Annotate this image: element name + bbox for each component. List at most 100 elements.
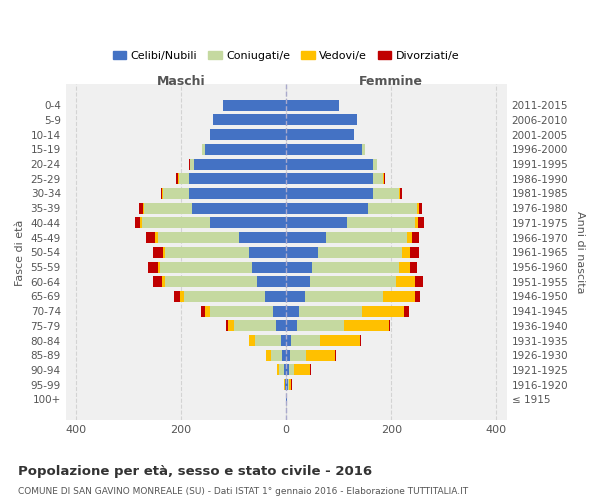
Bar <box>286 218 347 228</box>
Bar <box>286 144 362 155</box>
Bar <box>305 291 383 302</box>
Bar <box>418 218 424 228</box>
Bar <box>146 232 155 243</box>
Bar <box>257 276 286 287</box>
Y-axis label: Fasce di età: Fasce di età <box>15 219 25 286</box>
Bar <box>189 174 286 184</box>
Bar <box>200 306 205 316</box>
Bar <box>223 100 286 111</box>
Bar <box>418 202 419 213</box>
Bar <box>407 232 412 243</box>
Bar <box>148 262 158 272</box>
Bar <box>289 379 292 390</box>
Bar <box>212 114 286 126</box>
Bar <box>191 202 286 213</box>
Bar <box>286 350 290 361</box>
Bar <box>286 262 313 272</box>
Bar <box>286 232 326 243</box>
Bar <box>286 247 317 258</box>
Bar <box>189 188 286 199</box>
Bar <box>286 276 310 287</box>
Bar <box>286 306 299 316</box>
Bar <box>317 247 402 258</box>
Bar <box>285 379 286 390</box>
Bar <box>210 306 273 316</box>
Bar <box>313 262 399 272</box>
Text: Popolazione per età, sesso e stato civile - 2016: Popolazione per età, sesso e stato civil… <box>18 465 372 478</box>
Bar <box>154 247 163 258</box>
Bar <box>250 247 286 258</box>
Bar <box>265 291 286 302</box>
Bar <box>176 174 178 184</box>
Bar <box>360 335 361 346</box>
Bar <box>399 188 400 199</box>
Bar <box>166 247 250 258</box>
Bar <box>286 100 339 111</box>
Bar <box>226 320 229 332</box>
Bar <box>412 232 419 243</box>
Bar <box>419 202 422 213</box>
Bar <box>166 276 257 287</box>
Bar <box>310 276 397 287</box>
Bar <box>326 232 407 243</box>
Bar <box>400 188 402 199</box>
Bar <box>205 306 210 316</box>
Bar <box>362 306 404 316</box>
Bar <box>292 335 320 346</box>
Bar <box>384 174 385 184</box>
Bar <box>335 350 336 361</box>
Bar <box>250 335 254 346</box>
Bar <box>310 364 311 376</box>
Bar <box>286 129 355 140</box>
Bar <box>229 320 233 332</box>
Bar <box>179 291 184 302</box>
Bar <box>273 306 286 316</box>
Bar <box>162 276 166 287</box>
Bar <box>266 350 271 361</box>
Bar <box>415 218 418 228</box>
Bar <box>153 276 162 287</box>
Bar <box>184 291 265 302</box>
Bar <box>373 188 399 199</box>
Bar <box>155 232 158 243</box>
Bar <box>145 202 191 213</box>
Bar <box>160 262 252 272</box>
Bar <box>286 174 373 184</box>
Bar <box>286 320 296 332</box>
Bar <box>271 350 282 361</box>
Bar <box>281 335 286 346</box>
Bar <box>286 202 368 213</box>
Bar <box>288 379 289 390</box>
Bar <box>254 335 281 346</box>
Bar <box>143 202 145 213</box>
Bar <box>373 158 377 170</box>
Bar <box>239 232 286 243</box>
Text: COMUNE DI SAN GAVINO MONREALE (SU) - Dati ISTAT 1° gennaio 2016 - Elaborazione T: COMUNE DI SAN GAVINO MONREALE (SU) - Dat… <box>18 488 468 496</box>
Bar <box>415 276 423 287</box>
Bar <box>373 174 383 184</box>
Text: Femmine: Femmine <box>359 74 423 88</box>
Bar <box>286 379 288 390</box>
Bar <box>210 218 286 228</box>
Bar <box>286 188 373 199</box>
Bar <box>299 306 362 316</box>
Bar <box>402 247 410 258</box>
Bar <box>163 188 189 199</box>
Bar <box>210 129 286 140</box>
Bar <box>368 202 418 213</box>
Bar <box>205 144 286 155</box>
Bar <box>404 306 409 316</box>
Bar <box>415 291 420 302</box>
Bar <box>233 320 275 332</box>
Bar <box>286 114 357 126</box>
Bar <box>362 144 365 155</box>
Bar <box>383 291 415 302</box>
Bar <box>306 350 335 361</box>
Bar <box>289 364 294 376</box>
Bar <box>189 158 190 170</box>
Bar <box>158 232 239 243</box>
Bar <box>347 218 415 228</box>
Bar <box>296 320 344 332</box>
Bar <box>294 364 310 376</box>
Bar <box>284 364 286 376</box>
